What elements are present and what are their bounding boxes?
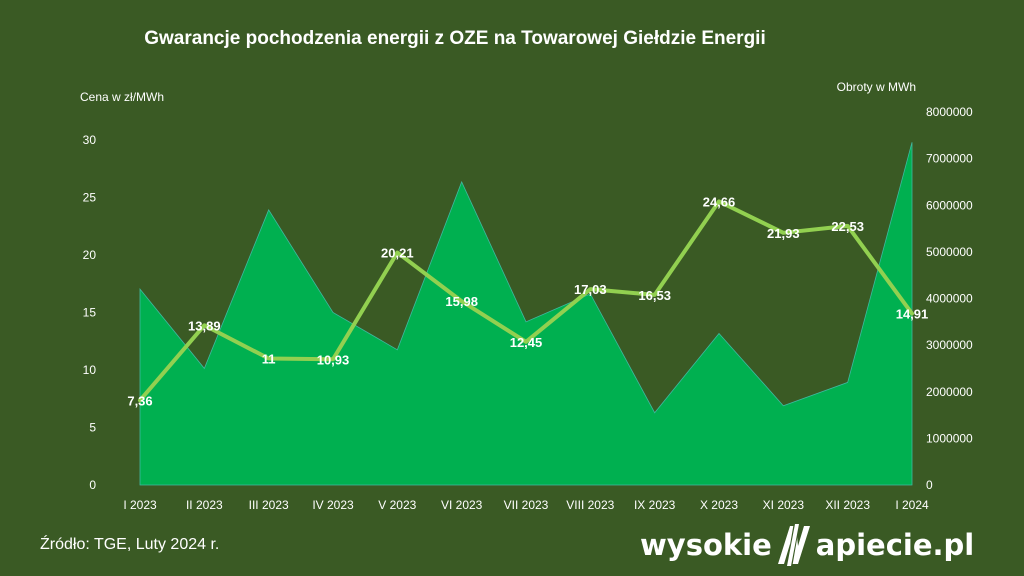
x-tick-label: VII 2023	[504, 498, 549, 512]
turnover-area	[139, 142, 913, 486]
price-line	[138, 199, 914, 403]
brand-text-left: wysokie	[640, 528, 772, 562]
y-tick-left: 30	[83, 133, 97, 147]
y-tick-left: 0	[89, 478, 96, 492]
price-data-label: 24,66	[703, 194, 736, 209]
x-tick-label: III 2023	[249, 498, 289, 512]
price-data-label: 15,98	[445, 294, 478, 309]
y-axis-left-label: Cena w zł/MWh	[80, 90, 165, 104]
y-tick-left: 10	[83, 363, 97, 377]
price-data-label: 16,53	[638, 288, 671, 303]
price-data-label: 11	[262, 352, 276, 367]
lightning-n-icon	[777, 522, 810, 568]
y-tick-left: 5	[89, 421, 96, 435]
x-tick-label: XI 2023	[763, 498, 805, 512]
y-tick-right: 2000000	[926, 385, 973, 399]
y-tick-right: 1000000	[926, 431, 973, 445]
x-tick-label: VIII 2023	[566, 498, 614, 512]
price-data-label: 12,45	[510, 335, 543, 350]
price-data-label: 22,53	[831, 219, 864, 234]
price-data-label: 7,36	[127, 393, 152, 408]
y-tick-left: 25	[83, 191, 97, 205]
x-tick-label: VI 2023	[441, 498, 483, 512]
y-tick-left: 15	[83, 306, 97, 320]
x-tick-label: X 2023	[700, 498, 738, 512]
x-tick-label: I 2023	[123, 498, 157, 512]
y-tick-right: 7000000	[926, 152, 973, 166]
y-tick-right: 4000000	[926, 292, 973, 306]
x-tick-label: V 2023	[378, 498, 416, 512]
x-tick-label: IX 2023	[634, 498, 676, 512]
source-note: Źródło: TGE, Luty 2024 r.	[40, 536, 220, 553]
price-data-label: 17,03	[574, 282, 607, 297]
x-tick-label: II 2023	[186, 498, 223, 512]
y-axis-right-label: Obroty w MWh	[836, 80, 916, 94]
y-tick-left: 20	[83, 248, 97, 262]
x-tick-label: I 2024	[895, 498, 929, 512]
price-data-label: 10,93	[317, 352, 350, 367]
chart-title: Gwarancje pochodzenia energii z OZE na T…	[144, 28, 766, 49]
y-tick-right: 8000000	[926, 105, 973, 119]
y-tick-right: 3000000	[926, 338, 973, 352]
y-tick-right: 5000000	[926, 245, 973, 259]
x-tick-label: XII 2023	[825, 498, 870, 512]
price-data-label: 13,89	[188, 318, 221, 333]
brand-logo: wysokie apiecie.pl	[640, 520, 974, 570]
price-data-label: 14,91	[896, 307, 929, 322]
y-tick-right: 0	[926, 478, 933, 492]
price-data-label: 21,93	[767, 226, 800, 241]
price-data-label: 20,21	[381, 246, 414, 261]
x-tick-label: IV 2023	[312, 498, 354, 512]
y-tick-right: 6000000	[926, 198, 973, 212]
brand-text-right: apiecie.pl	[815, 528, 975, 562]
